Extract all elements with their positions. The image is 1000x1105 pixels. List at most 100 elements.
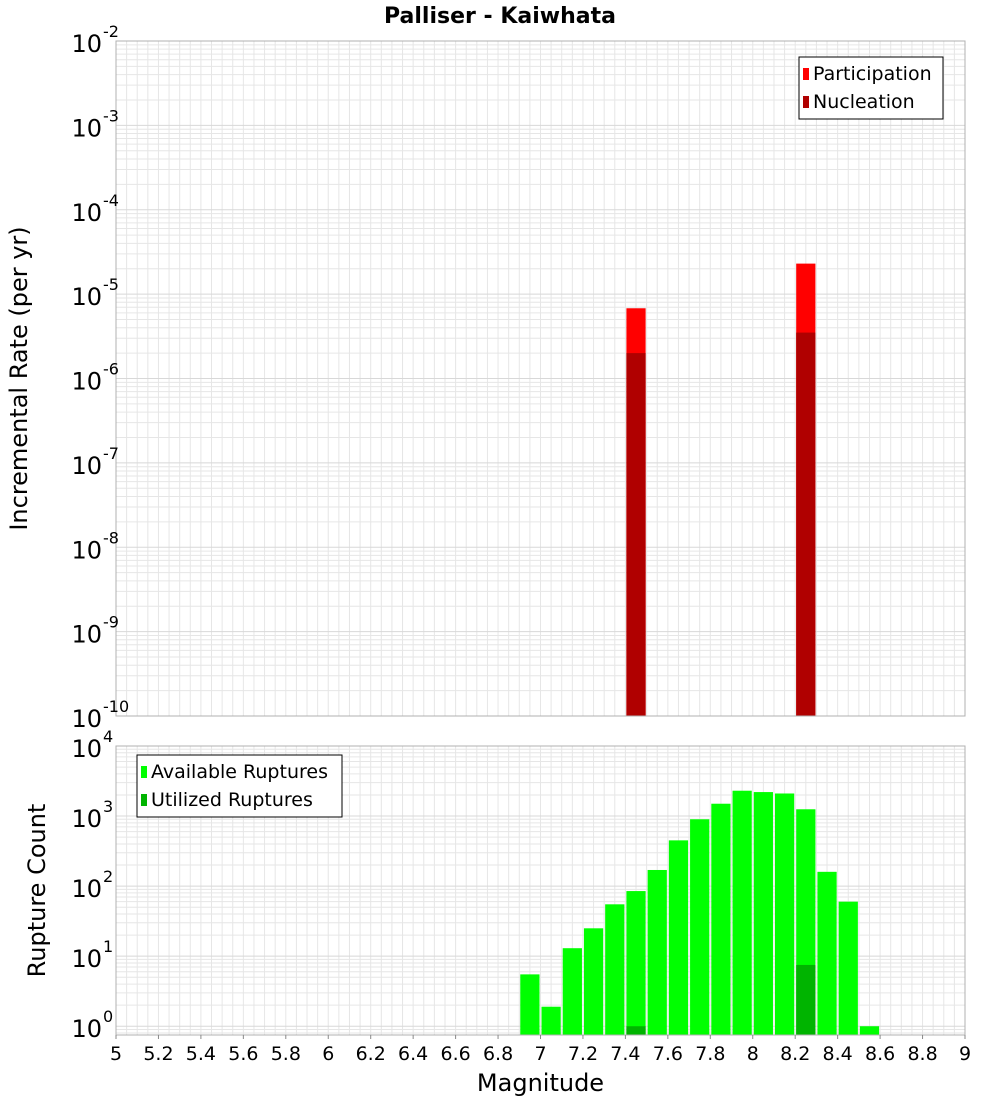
top-y-axis-tick-exponent: -5 [103, 275, 119, 294]
top-y-axis-tick-exponent: -2 [103, 22, 119, 41]
utilized-ruptures-bar [626, 1026, 646, 1035]
utilized-ruptures-bar [796, 964, 816, 1035]
available-ruptures-bar [562, 948, 582, 1035]
available-ruptures-bar [520, 974, 540, 1035]
x-axis-tick-label: 7.6 [653, 1043, 683, 1065]
x-axis-tick-label: 6.8 [483, 1043, 513, 1065]
top-y-axis-tick: 10 -10 [71, 697, 129, 733]
x-axis-tick-label: 8 [747, 1043, 759, 1065]
available-ruptures-bar [668, 840, 689, 1035]
available-ruptures-bar [732, 790, 752, 1035]
available-ruptures-bar [583, 928, 604, 1035]
top-plot-grid [115, 41, 966, 717]
bottom-y-axis-tick: 10 4 [71, 727, 113, 763]
top-y-axis-tick: 10 -4 [71, 191, 119, 227]
top-y-axis-tick-exponent: -10 [103, 697, 129, 716]
bottom-y-axis-tick-exponent: 3 [103, 797, 113, 816]
bottom-legend-swatch [141, 794, 147, 806]
bottom-y-axis-tick-base: 10 [71, 805, 102, 833]
top-y-axis-tick-base: 10 [71, 452, 102, 480]
top-legend: Participation Nucleation [798, 56, 944, 120]
top-y-axis-tick-base: 10 [71, 536, 102, 564]
bottom-y-axis-tick-exponent: 0 [103, 1007, 113, 1026]
top-legend-swatch [803, 96, 809, 108]
x-axis-tick-label: 5.2 [143, 1043, 173, 1065]
bottom-y-axis-tick-base: 10 [71, 875, 102, 903]
top-y-axis-tick: 10 -8 [71, 528, 119, 564]
top-y-axis-label: Incremental Rate (per yr) [5, 226, 33, 530]
top-y-axis-tick-exponent: -9 [103, 613, 119, 632]
x-axis-tick-label: 5 [110, 1043, 122, 1065]
bottom-y-axis-tick-base: 10 [71, 1015, 102, 1043]
top-y-axis-tick-exponent: -6 [103, 360, 119, 379]
top-y-axis-tick-base: 10 [71, 199, 102, 227]
available-ruptures-bar [647, 869, 667, 1035]
top-plot-frame [115, 40, 966, 717]
top-y-axis-tick: 10 -2 [71, 22, 119, 58]
available-ruptures-bar [690, 819, 710, 1035]
top-y-axis-tick-exponent: -3 [103, 106, 119, 125]
available-ruptures-bar [774, 793, 795, 1035]
bottom-legend-label: Available Ruptures [151, 761, 328, 783]
bottom-y-axis-tick: 10 0 [71, 1007, 113, 1043]
top-y-axis-tick: 10 -9 [71, 613, 119, 649]
top-legend-box [798, 56, 944, 120]
nucleation-bar [796, 332, 816, 716]
x-axis-tick-label: 6.2 [356, 1043, 386, 1065]
x-axis-tick-label: 8.2 [780, 1043, 810, 1065]
bottom-y-axis-tick-base: 10 [71, 945, 102, 973]
bottom-y-axis-tick: 10 2 [71, 867, 113, 903]
x-axis-tick-label: 6 [322, 1043, 334, 1065]
top-y-axis-tick-exponent: -8 [103, 528, 119, 547]
available-ruptures-bar [541, 1006, 561, 1035]
x-axis-tick-label: 6.6 [440, 1043, 470, 1065]
top-y-axis-tick: 10 -6 [71, 360, 119, 396]
available-ruptures-bar [838, 901, 858, 1035]
top-y-axis-tick-base: 10 [71, 705, 102, 733]
x-axis-tick-label: 5.6 [228, 1043, 258, 1065]
bottom-y-axis-tick: 10 3 [71, 797, 113, 833]
available-ruptures-bar [711, 803, 731, 1035]
x-axis-tick-label: 8.8 [907, 1043, 937, 1065]
top-legend-label: Nucleation [813, 91, 915, 113]
bottom-legend-label: Utilized Ruptures [151, 789, 313, 811]
available-ruptures-bar [626, 891, 646, 1035]
bottom-y-axis-tick-exponent: 1 [103, 937, 113, 956]
bottom-y-axis-tick: 10 1 [71, 937, 113, 973]
bottom-legend-swatch [141, 766, 147, 778]
top-y-axis-tick: 10 -5 [71, 275, 119, 311]
available-ruptures-bar [753, 792, 773, 1035]
x-axis-label: Magnitude [477, 1069, 604, 1097]
top-legend-swatch [803, 68, 809, 80]
bottom-y-axis-tick-base: 10 [71, 735, 102, 763]
x-axis-tick-label: 7 [534, 1043, 546, 1065]
top-y-axis-tick-base: 10 [71, 30, 102, 58]
x-axis-tick-label: 7.8 [695, 1043, 725, 1065]
x-axis-tick-label: 7.4 [610, 1043, 640, 1065]
x-axis-tick-label: 7.2 [568, 1043, 598, 1065]
available-ruptures-bar [817, 871, 837, 1035]
top-y-axis-tick-base: 10 [71, 621, 102, 649]
top-y-axis-tick-exponent: -7 [103, 444, 119, 463]
x-axis-tick-label: 5.8 [271, 1043, 301, 1065]
top-y-axis-tick-base: 10 [71, 114, 102, 142]
top-y-axis-tick-exponent: -4 [103, 191, 119, 210]
bottom-legend-box [136, 754, 343, 818]
bottom-legend: Available Ruptures Utilized Ruptures [136, 754, 343, 818]
x-axis-tick-label: 9 [959, 1043, 971, 1065]
nucleation-bar [626, 353, 646, 716]
x-axis-tick-label: 8.6 [865, 1043, 895, 1065]
top-legend-label: Participation [813, 63, 932, 85]
top-y-axis-tick: 10 -3 [71, 106, 119, 142]
x-axis-tick-label: 8.4 [823, 1043, 853, 1065]
top-y-axis-tick: 10 -7 [71, 444, 119, 480]
bottom-y-axis-tick-exponent: 2 [103, 867, 113, 886]
bottom-y-axis-label: Rupture Count [23, 804, 51, 978]
bottom-y-axis-tick-exponent: 4 [103, 727, 113, 746]
chart-title: Palliser - Kaiwhata [384, 4, 616, 29]
x-axis-tick-label: 5.4 [186, 1043, 216, 1065]
x-axis-tick-label: 6.4 [398, 1043, 428, 1065]
top-y-axis-tick-base: 10 [71, 368, 102, 396]
